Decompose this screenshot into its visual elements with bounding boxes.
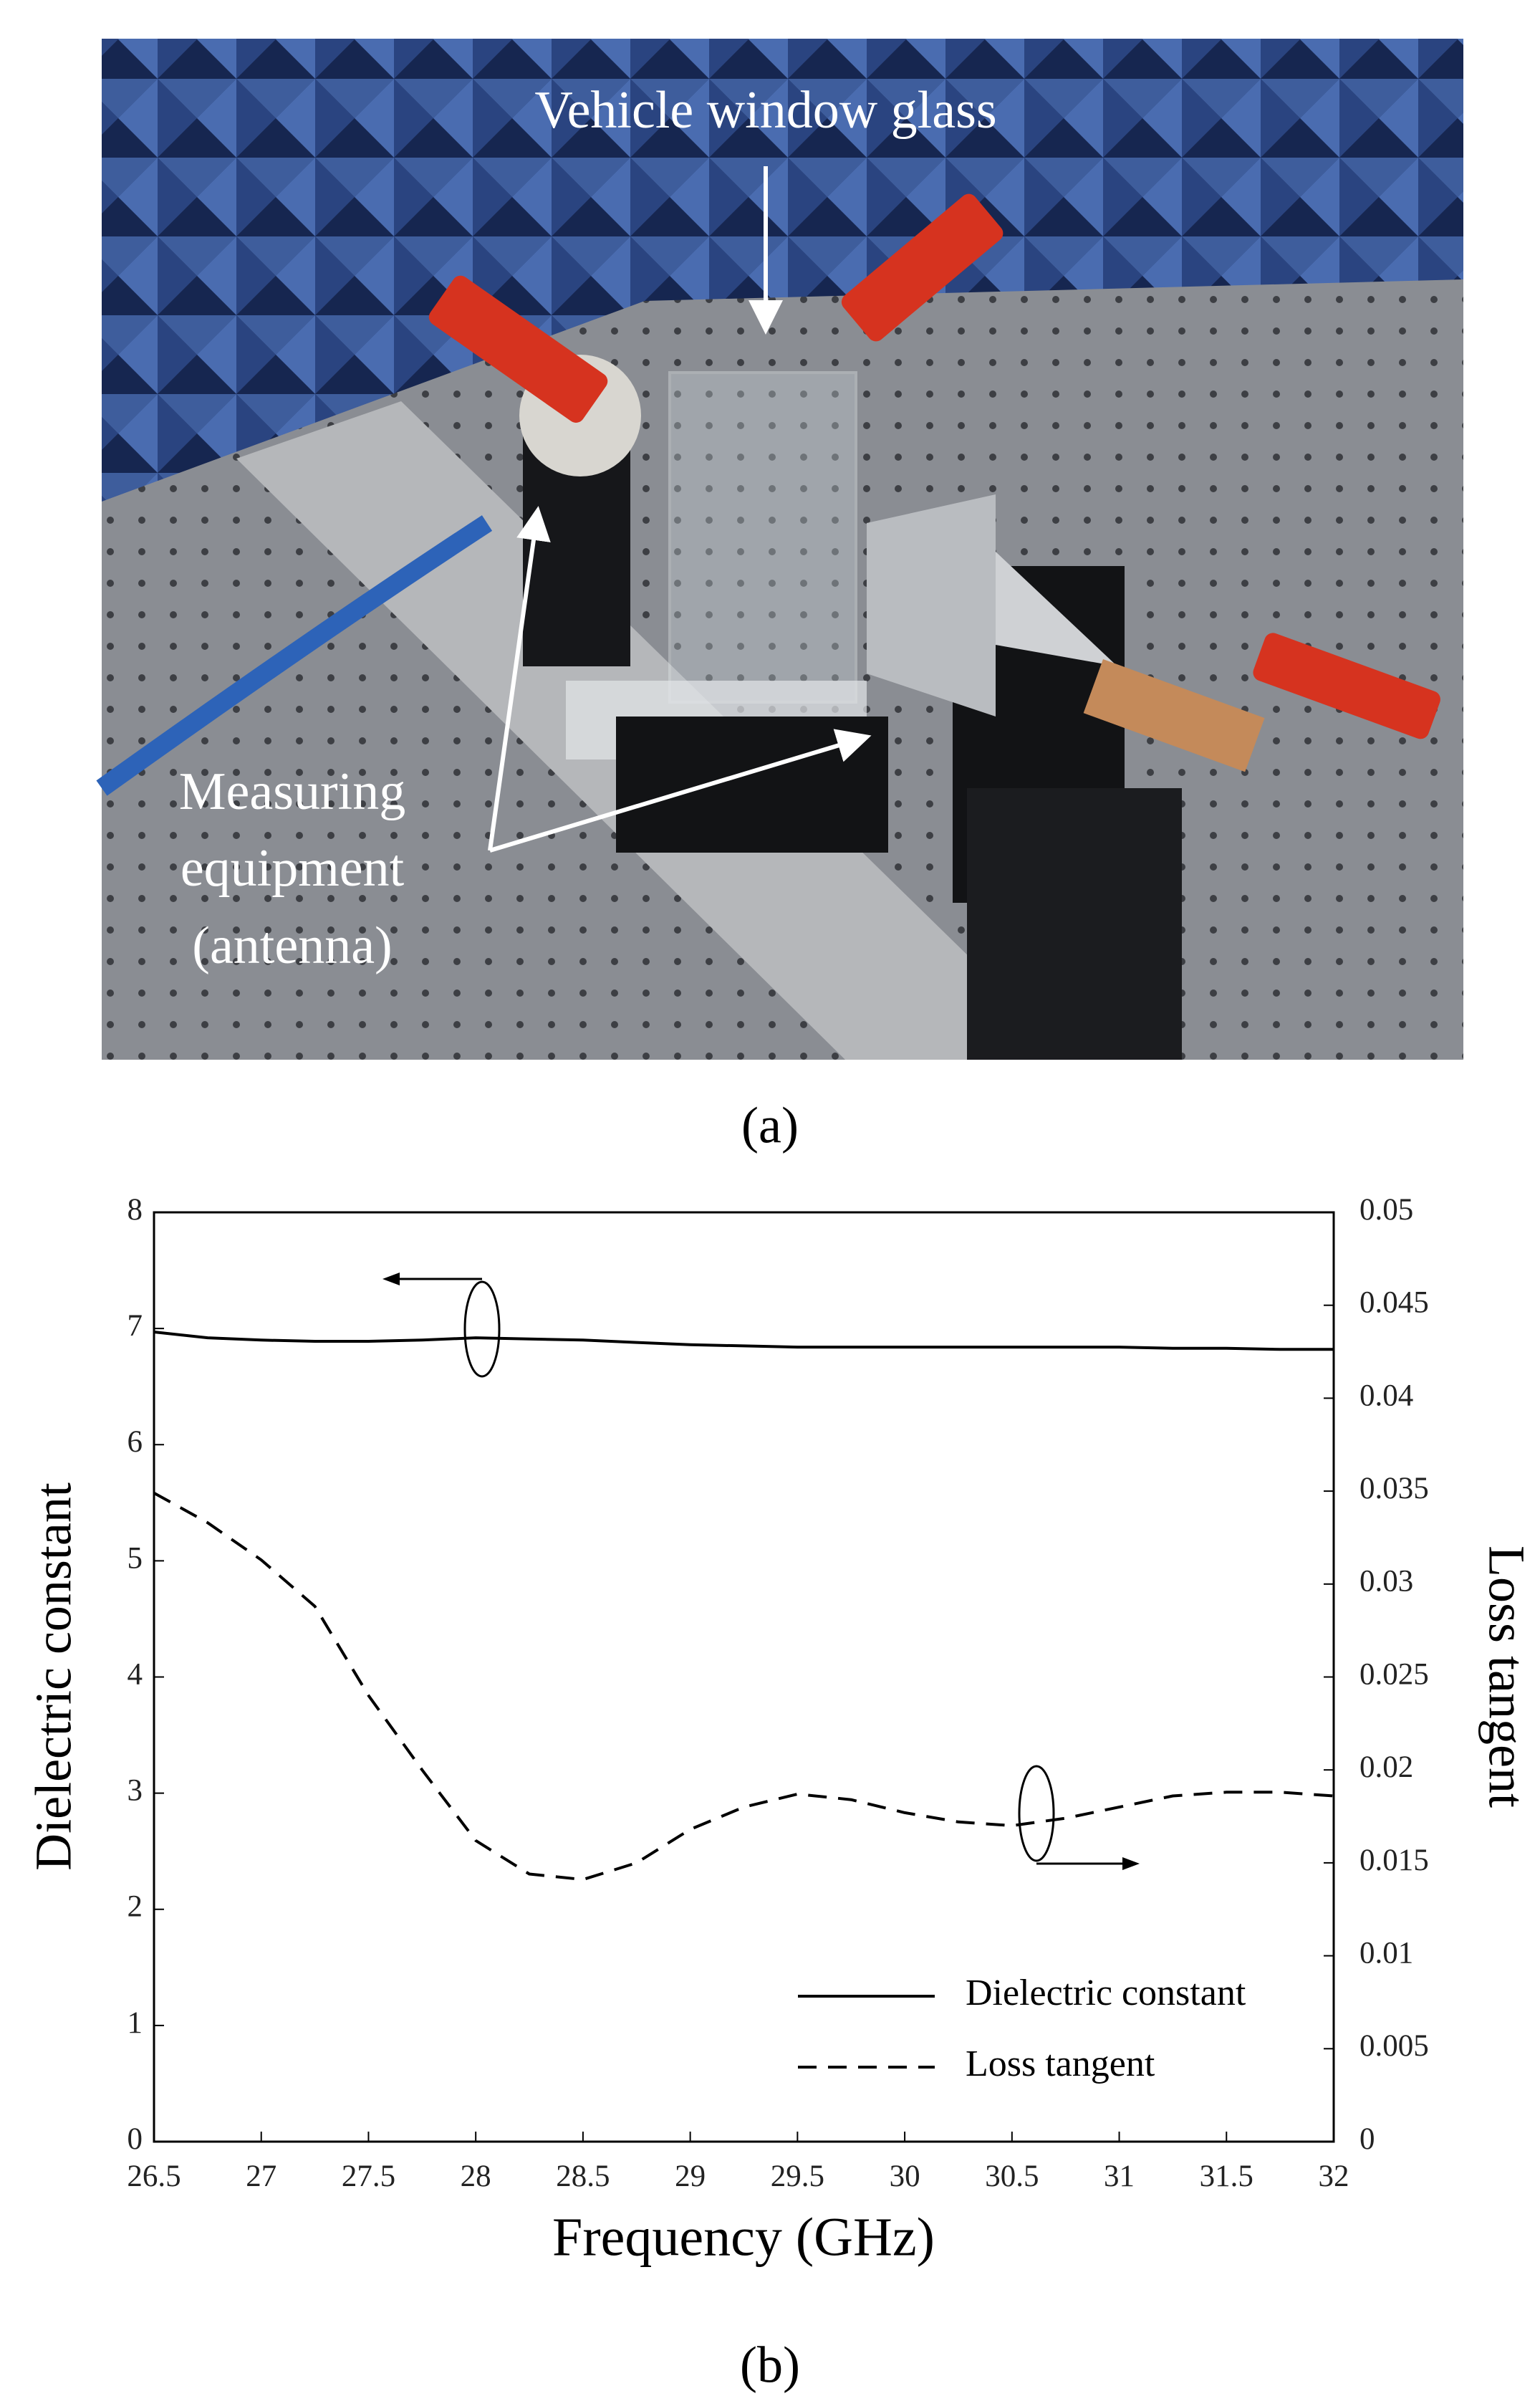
y-tick-label: 5 — [127, 1541, 143, 1575]
annotation — [1018, 1765, 1055, 1862]
caption: (a) — [741, 1097, 799, 1154]
annotation — [463, 1280, 501, 1378]
glass-label: Vehicle window glass — [534, 81, 996, 140]
y2-tick-label: 0 — [1359, 2122, 1375, 2156]
x-tick-label: 30.5 — [985, 2160, 1039, 2193]
y-tick-label: 6 — [127, 1425, 143, 1459]
photo: Vehicle window glass Measuring equipment… — [96, 39, 1463, 1060]
y2-tick-label: 0.01 — [1359, 1936, 1413, 1970]
chart: Frequency (GHz) Dielectric constant Loss… — [25, 1193, 1536, 2268]
x-tick-label: 31 — [1104, 2160, 1135, 2193]
data-line — [153, 1331, 1334, 1351]
clamp — [841, 193, 1004, 342]
stage — [967, 788, 1182, 1060]
cable — [96, 515, 493, 796]
x-tick-label: 31.5 — [1200, 2160, 1253, 2193]
y2-tick-label: 0.025 — [1359, 1657, 1429, 1691]
y2-tick-label: 0.03 — [1359, 1565, 1413, 1599]
x-tick-label: 28 — [461, 2160, 491, 2193]
arrow — [488, 506, 551, 851]
equipment-label: equipment — [181, 839, 405, 898]
y2-tick-label: 0.05 — [1359, 1193, 1413, 1227]
data-line — [153, 1491, 1334, 1882]
x-tick-label: 27 — [246, 2160, 276, 2193]
y2-axis-label: Loss tangent — [1478, 1546, 1535, 1808]
horn-tip — [996, 552, 1117, 666]
equipment-label: Measuring — [179, 762, 406, 821]
horn — [867, 494, 996, 717]
y2-tick-label: 0.02 — [1359, 1750, 1413, 1784]
x-tick-label: 32 — [1319, 2160, 1349, 2193]
clamp — [1253, 633, 1440, 739]
y-tick-label: 2 — [127, 1890, 143, 1924]
arrow — [489, 729, 872, 853]
y-tick-label: 0 — [127, 2122, 143, 2156]
x-axis-label: Frequency (GHz) — [552, 2207, 935, 2267]
x-tick-label: 29.5 — [771, 2160, 824, 2193]
adapter — [1083, 659, 1265, 772]
equipment-label: (antenna) — [192, 916, 392, 975]
x-tick-label: 27.5 — [342, 2160, 395, 2193]
y2-tick-label: 0.045 — [1359, 1286, 1429, 1320]
y-tick-label: 1 — [127, 2006, 143, 2040]
y-axis-label: Dielectric constant — [25, 1482, 82, 1871]
y2-tick-label: 0.005 — [1359, 2029, 1429, 2063]
y-tick-label: 3 — [127, 1774, 143, 1808]
legend-label: Dielectric constant — [966, 1973, 1246, 2013]
x-tick-label: 28.5 — [556, 2160, 610, 2193]
x-tick-label: 30 — [890, 2160, 920, 2193]
x-tick-label: 29 — [675, 2160, 706, 2193]
glass — [668, 371, 857, 704]
caption: (b) — [740, 2337, 800, 2394]
legend-label: Loss tangent — [966, 2043, 1155, 2084]
y-tick-label: 8 — [127, 1193, 143, 1227]
x-tick-label: 26.5 — [127, 2160, 181, 2193]
y2-tick-label: 0.035 — [1359, 1472, 1429, 1505]
clamp — [428, 275, 608, 423]
y-tick-label: 4 — [127, 1657, 143, 1691]
stage — [616, 717, 888, 853]
y2-tick-label: 0.015 — [1359, 1844, 1429, 1877]
y-tick-label: 7 — [127, 1309, 143, 1343]
y2-tick-label: 0.04 — [1359, 1379, 1413, 1412]
